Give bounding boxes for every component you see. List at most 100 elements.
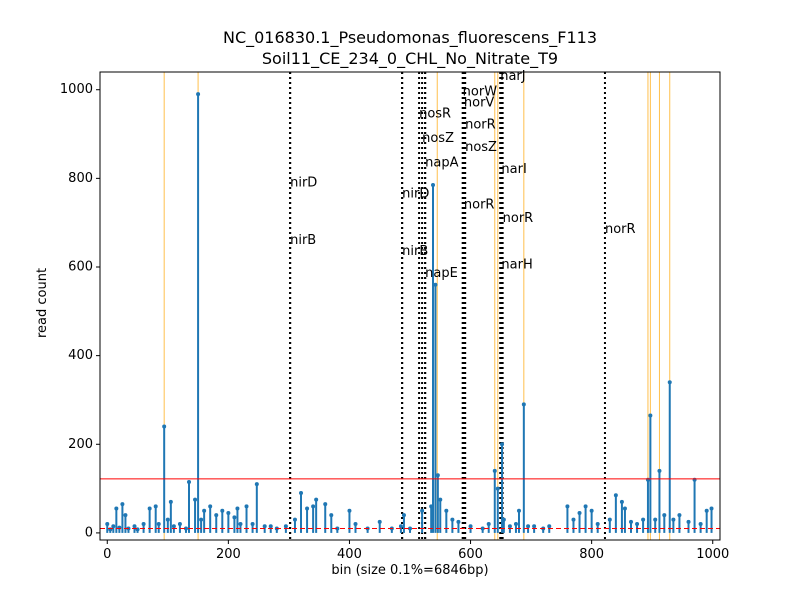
x-tick-label: 1000 (696, 547, 729, 562)
gene-label: nosR (419, 107, 451, 122)
gene-label: norR (605, 222, 636, 237)
stem-marker (577, 510, 582, 515)
stem-marker (641, 517, 646, 522)
stem-marker (193, 497, 198, 502)
stem-marker (635, 522, 640, 527)
gene-label: nirB (402, 244, 428, 259)
stem-marker (435, 473, 440, 478)
stem-marker (171, 524, 176, 529)
y-axis-label: read count (35, 268, 50, 338)
stem-marker (162, 424, 167, 429)
stem-marker (686, 519, 691, 524)
y-tick-label: 600 (68, 260, 93, 275)
stem-marker (667, 380, 672, 385)
stem-marker (433, 282, 438, 287)
stem-marker (135, 527, 140, 532)
stem-marker (521, 402, 526, 407)
stem-marker (420, 508, 425, 513)
stem-marker (323, 502, 328, 507)
stem-marker (202, 508, 207, 513)
gene-label: narJ (500, 69, 525, 84)
stem-marker (692, 477, 697, 482)
stem-marker (108, 527, 113, 532)
stem-marker (495, 486, 500, 491)
stem-marker (254, 482, 259, 487)
x-tick-label: 0 (103, 547, 111, 562)
stem-marker (299, 491, 304, 496)
stem-marker (168, 499, 173, 504)
stem-marker (250, 522, 255, 527)
x-tick-label: 200 (216, 547, 241, 562)
chart-title: Soil11_CE_234_0_CHL_No_Nitrate_T9 (262, 49, 558, 69)
x-tick-label: 400 (337, 547, 362, 562)
stem-marker (262, 524, 267, 529)
stem-marker (377, 519, 382, 524)
y-tick-label: 1000 (60, 82, 93, 97)
gene-label: norR (503, 211, 534, 226)
stem-marker (114, 506, 119, 511)
stem-marker (444, 508, 449, 513)
stem-marker (450, 517, 455, 522)
stem-marker (583, 504, 588, 509)
stem-marker (177, 522, 182, 527)
stem-marker (622, 506, 627, 511)
stem-marker (526, 524, 531, 529)
gene-label: norV (464, 96, 495, 111)
stem-marker (619, 499, 624, 504)
stem-marker (438, 497, 443, 502)
stem-marker (513, 522, 518, 527)
stem-marker (500, 442, 505, 447)
stem-marker (648, 413, 653, 418)
gene-label: napA (425, 155, 458, 170)
stem-marker (589, 508, 594, 513)
gene-label: norR (464, 197, 495, 212)
x-axis-label: bin (size 0.1%=6846bp) (331, 563, 488, 578)
stem-marker (165, 517, 170, 522)
stem-marker (698, 522, 703, 527)
stem-marker (335, 526, 340, 531)
stem-marker (244, 504, 249, 509)
gene-label: narH (501, 257, 532, 272)
stem-marker (431, 183, 436, 188)
stem-marker (117, 525, 122, 530)
stem-marker (607, 517, 612, 522)
stem-marker (486, 522, 491, 527)
y-tick-label: 800 (68, 171, 93, 186)
x-tick-label: 600 (458, 547, 483, 562)
stem-marker (120, 502, 125, 507)
x-tick-label: 800 (579, 547, 604, 562)
stem-marker (232, 515, 237, 520)
stem-marker (547, 524, 552, 529)
gene-label: nosZ (422, 131, 454, 146)
stem-marker (147, 506, 152, 511)
stem-marker (565, 504, 570, 509)
stem-marker (283, 524, 288, 529)
stem-marker (141, 522, 146, 527)
stem-marker (220, 508, 225, 513)
axes-frame (99, 71, 721, 541)
stem-marker (238, 522, 243, 527)
stem-marker (408, 526, 412, 531)
stem-marker (492, 468, 497, 473)
stem-marker (292, 517, 297, 522)
stem-marker (214, 513, 219, 518)
stem-marker (671, 517, 676, 522)
y-tick-label: 0 (85, 525, 93, 540)
stem-marker (187, 479, 192, 484)
stem-marker (329, 513, 334, 518)
stem-marker (662, 513, 667, 518)
chart-title: NC_016830.1_Pseudomonas_fluorescens_F113 (223, 28, 597, 48)
stem-marker (208, 504, 213, 509)
stem-marker (156, 522, 161, 527)
stem-marker (501, 517, 506, 522)
gene-label: nosZ (465, 140, 497, 155)
gene-label: nirD (402, 186, 429, 201)
stem-marker (111, 524, 116, 529)
stem-marker (196, 92, 201, 97)
stem-marker (709, 506, 714, 511)
stem-marker (456, 519, 461, 524)
stem-marker (105, 522, 110, 527)
stem-marker (532, 524, 537, 529)
stem-marker (314, 497, 319, 502)
